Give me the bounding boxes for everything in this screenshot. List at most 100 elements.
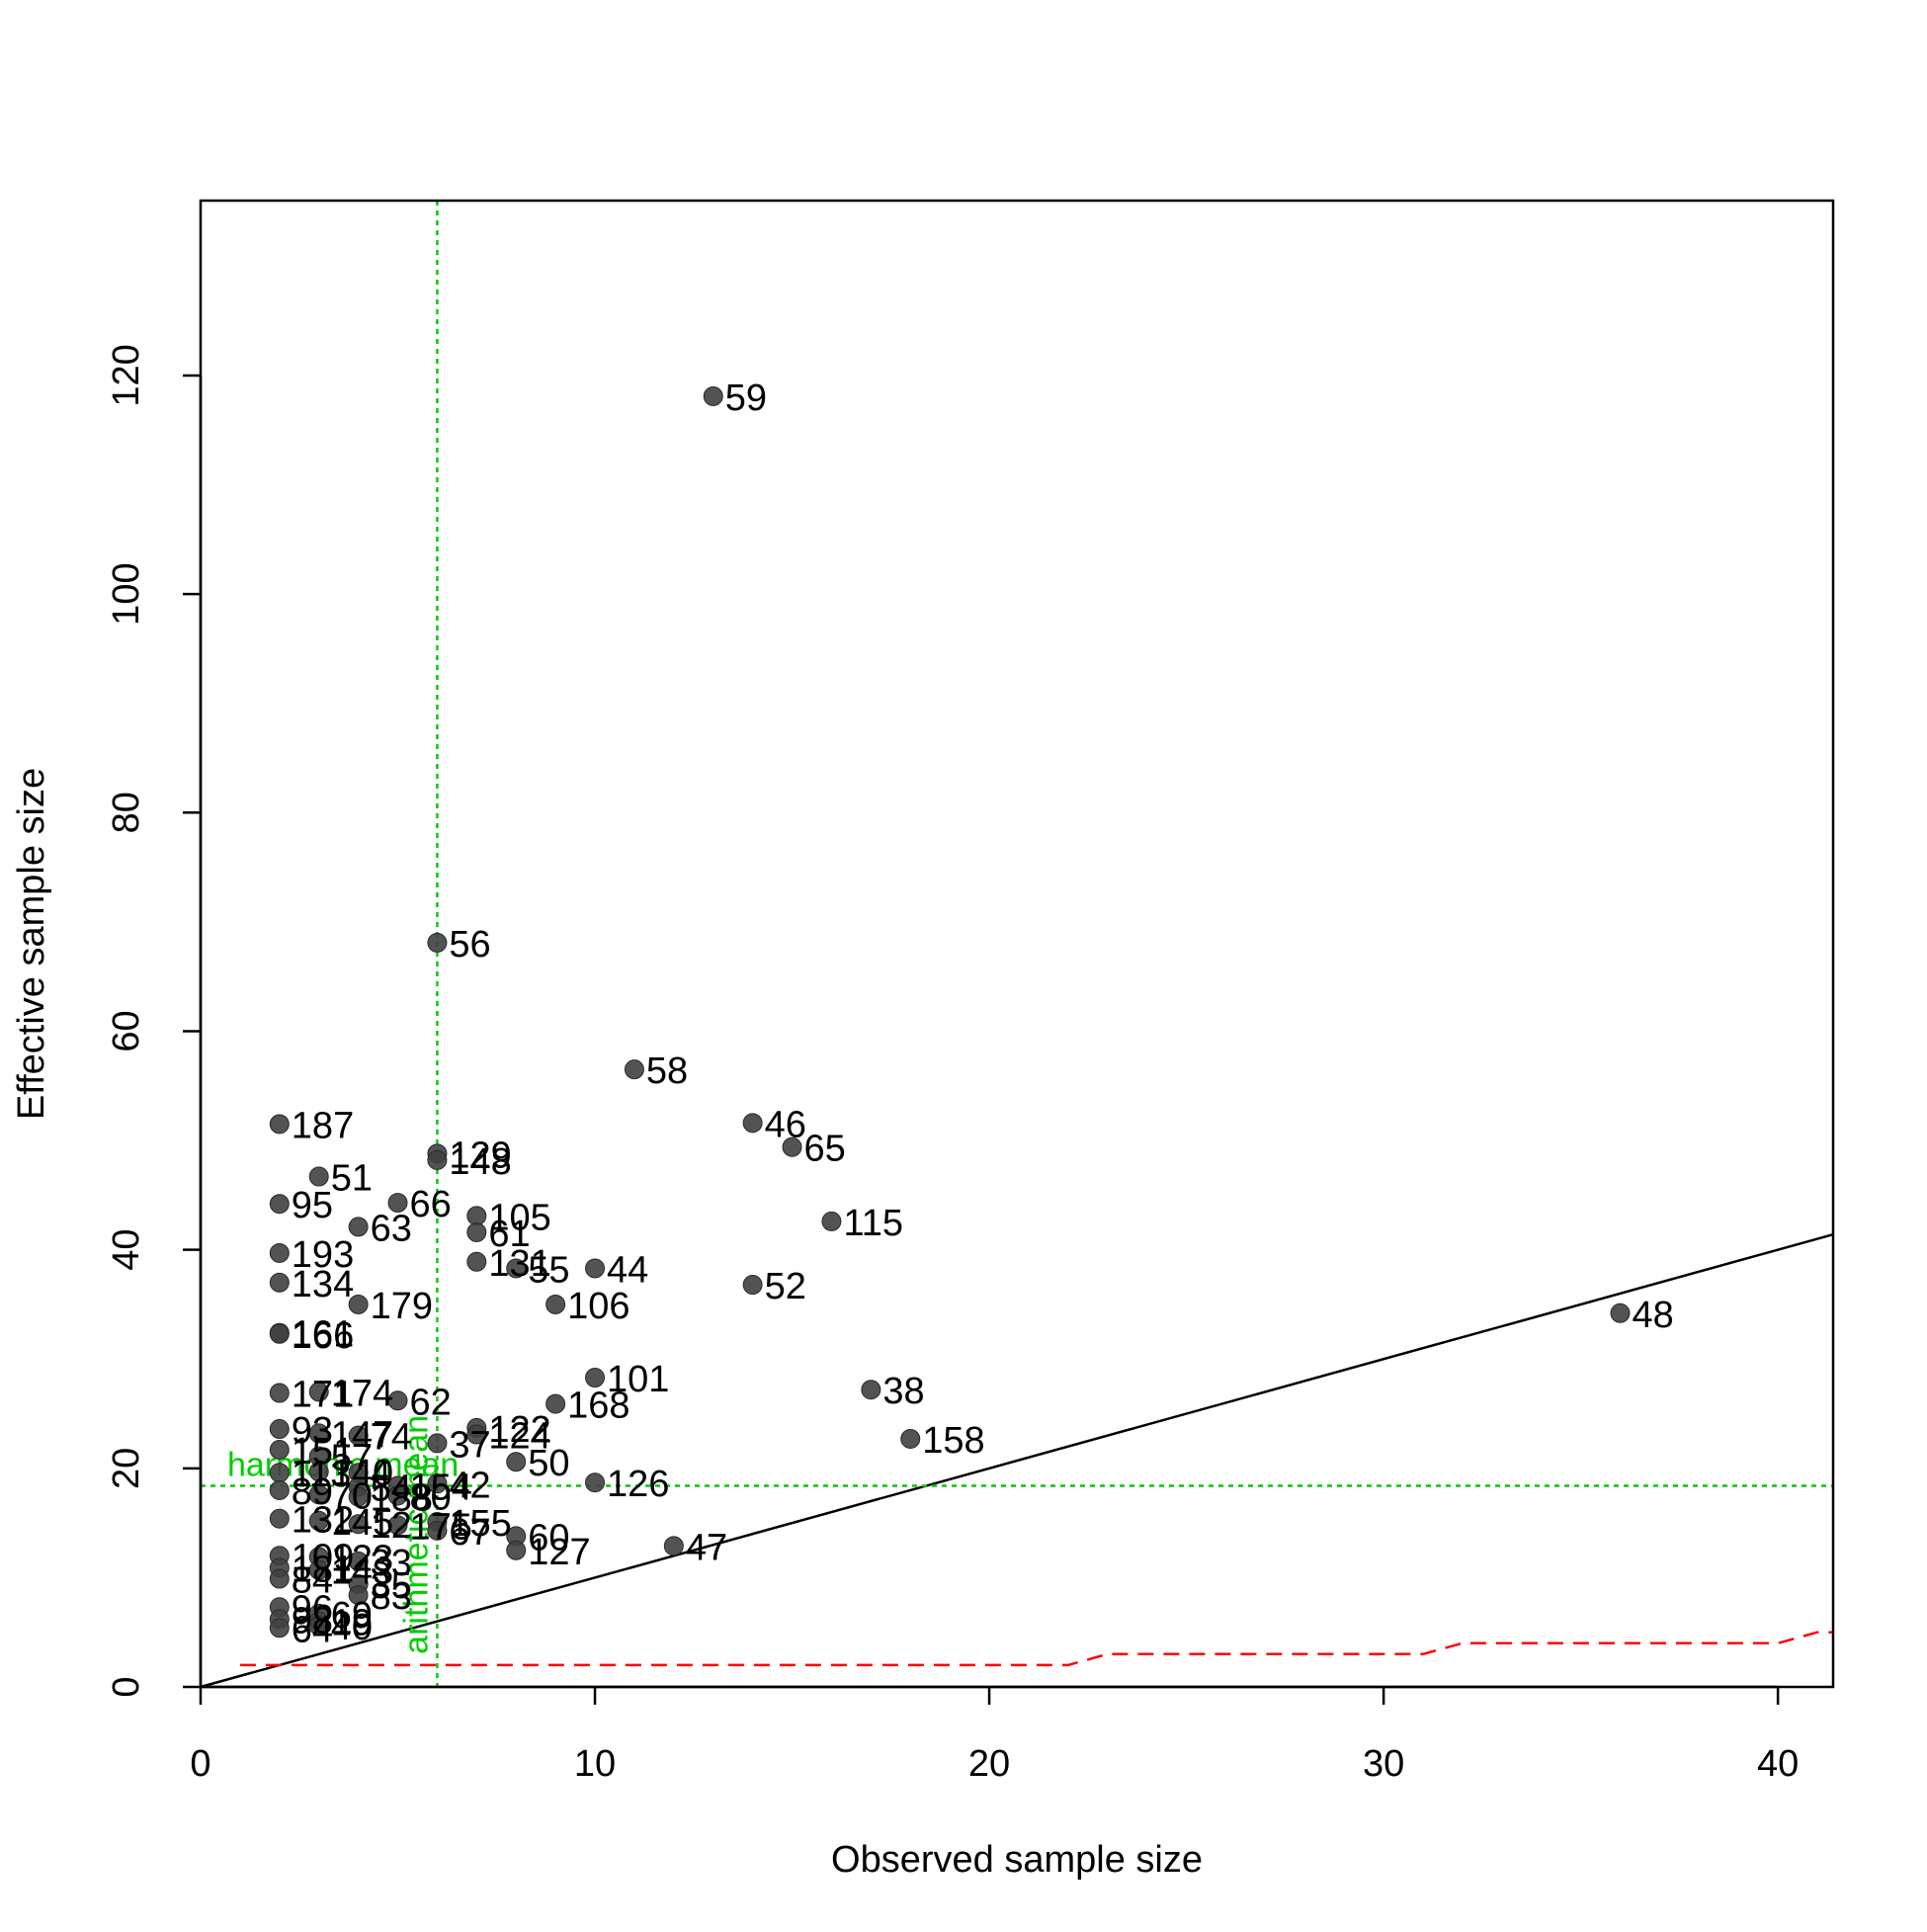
- point-59: [703, 385, 723, 406]
- point-label-63: 63: [371, 1208, 412, 1249]
- point-label-95: 95: [292, 1185, 333, 1226]
- point-label-179: 179: [371, 1286, 433, 1327]
- point-label-50: 50: [528, 1443, 569, 1484]
- point-51: [308, 1166, 329, 1187]
- point-label-70: 70: [331, 1475, 373, 1517]
- point-166: [269, 1323, 290, 1344]
- point-171: [269, 1383, 290, 1403]
- point-label-93: 93: [292, 1410, 333, 1452]
- point-40: [308, 1616, 329, 1637]
- point-113: [269, 1463, 290, 1483]
- point-label-158: 158: [922, 1420, 984, 1462]
- point-label-154: 154: [410, 1468, 472, 1509]
- point-42: [427, 1473, 448, 1494]
- point-label-134: 134: [292, 1264, 354, 1305]
- plot-frame: [199, 199, 1835, 1689]
- point-89: [269, 1479, 290, 1500]
- point-label-140: 140: [331, 1453, 393, 1494]
- point-label-171: 171: [292, 1375, 354, 1416]
- point-61: [466, 1221, 487, 1242]
- y-tick-label: 120: [106, 344, 147, 406]
- point-label-38: 38: [882, 1371, 924, 1412]
- point-label-46: 46: [765, 1104, 806, 1145]
- point-93: [269, 1419, 290, 1440]
- point-label-115: 115: [843, 1203, 903, 1244]
- point-label-132: 132: [292, 1500, 354, 1542]
- point-63: [348, 1217, 369, 1237]
- point-65: [782, 1136, 802, 1157]
- point-label-188: 188: [371, 1478, 433, 1520]
- point-label-145: 145: [331, 1502, 393, 1544]
- point-label-61: 61: [488, 1214, 530, 1255]
- point-74: [348, 1425, 369, 1446]
- point-84: [269, 1568, 290, 1589]
- point-label-64: 64: [292, 1609, 333, 1650]
- point-44: [585, 1258, 606, 1279]
- point-label-168: 168: [567, 1386, 629, 1427]
- y-axis-title: Effective sample size: [11, 768, 52, 1120]
- point-label-98: 98: [292, 1600, 333, 1641]
- point-label-129: 129: [449, 1134, 511, 1176]
- point-label-67: 67: [449, 1512, 490, 1554]
- point-147: [308, 1423, 329, 1444]
- point-label-69: 69: [331, 1595, 373, 1637]
- point-label-96: 96: [292, 1588, 333, 1630]
- point-56: [427, 932, 448, 953]
- point-33: [348, 1551, 369, 1571]
- point-label-83: 83: [371, 1576, 412, 1618]
- point-label-122: 122: [488, 1409, 550, 1451]
- x-tick-label: 30: [1363, 1743, 1404, 1785]
- point-124: [466, 1424, 487, 1445]
- point-label-155: 155: [449, 1503, 511, 1545]
- point-67: [427, 1520, 448, 1541]
- point-label-62: 62: [410, 1382, 452, 1423]
- point-label-109: 109: [292, 1537, 354, 1578]
- point-115: [821, 1211, 842, 1231]
- point-47: [663, 1536, 684, 1556]
- x-axis-title: Observed sample size: [831, 1839, 1203, 1881]
- point-134: [269, 1272, 290, 1293]
- point-label-35: 35: [371, 1565, 412, 1607]
- point-70: [308, 1484, 329, 1505]
- point-label-57: 57: [331, 1438, 373, 1479]
- point-label-161: 161: [292, 1314, 354, 1356]
- point-label-187: 187: [292, 1105, 354, 1146]
- point-label-106: 106: [567, 1286, 629, 1327]
- point-label-48: 48: [1633, 1295, 1674, 1336]
- point-label-101: 101: [607, 1359, 669, 1400]
- point-label-123: 123: [331, 1538, 393, 1579]
- identity-line: [200, 1232, 1834, 1689]
- point-126: [585, 1472, 606, 1493]
- y-tick-label: 100: [106, 562, 147, 625]
- point-label-147: 147: [331, 1414, 393, 1456]
- point-12: [348, 1514, 369, 1535]
- x-tick-label: 20: [968, 1743, 1010, 1785]
- point-label-148: 148: [449, 1141, 511, 1183]
- point-52: [742, 1275, 763, 1296]
- point-83: [348, 1585, 369, 1606]
- point-label-4: 4: [371, 1454, 391, 1495]
- point-143: [308, 1559, 329, 1580]
- point-58: [624, 1059, 644, 1080]
- point-label-47: 47: [686, 1527, 727, 1568]
- point-48: [1610, 1302, 1631, 1323]
- point-label-59: 59: [725, 378, 767, 419]
- point-46: [742, 1113, 763, 1134]
- point-66: [387, 1193, 408, 1214]
- point-80: [387, 1485, 408, 1506]
- point-55: [506, 1258, 527, 1279]
- point-127: [506, 1540, 527, 1560]
- point-38: [861, 1380, 881, 1400]
- point-label-151: 151: [292, 1431, 354, 1472]
- point-131: [466, 1251, 487, 1272]
- point-151: [269, 1440, 290, 1461]
- x-tick-label: 10: [574, 1743, 616, 1785]
- point-188: [348, 1486, 369, 1507]
- y-tick-label: 0: [106, 1676, 147, 1697]
- point-37: [427, 1433, 448, 1454]
- point-label-55: 55: [528, 1249, 569, 1291]
- point-148: [427, 1149, 448, 1170]
